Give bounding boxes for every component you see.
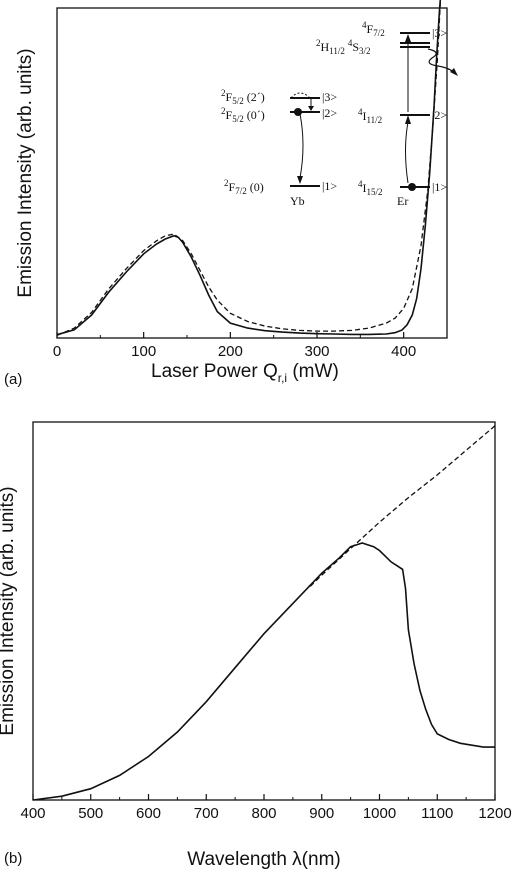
yb-level-2-term: 2F5/2 (0´) — [221, 106, 265, 124]
yb-energy-level-diagram: 2F5/2 (2´) |3> 2F5/2 (0´) |2> 2F7/2 (0) … — [221, 88, 337, 208]
er-ion-label: Er — [397, 194, 408, 208]
panel-b-x-tick-label-500: 500 — [78, 805, 103, 822]
panel-a-x-tick-label-200: 200 — [218, 343, 243, 360]
er-level-3-ket: |3> — [432, 26, 447, 40]
panel-b-x-tick-label-1100: 1100 — [421, 805, 453, 822]
panel-b-x-tick-label-1200: 1200 — [478, 805, 511, 822]
er-upconversion-arrow-1 — [405, 121, 409, 184]
panel-a-series-dashed-line — [56, 0, 442, 336]
panel-b-x-tick-label-600: 600 — [136, 805, 161, 822]
er-level-3-term: 4F7/2 — [362, 20, 385, 38]
panel-b-series — [32, 425, 496, 801]
panel-b-series-dashed-line — [309, 425, 496, 587]
er-upconversion-arrowhead-1 — [405, 115, 411, 124]
panel-a-series — [56, 0, 442, 336]
yb-emission-arrowhead — [297, 176, 303, 184]
er-level-2-term: 4I11/2 — [358, 107, 382, 125]
panel-b-label: (b) — [4, 850, 22, 867]
er-level-h-s-term: 2H11/2 4S3/2 — [316, 38, 371, 56]
panel-b-plot-frame — [32, 421, 496, 801]
panel-a-x-tick-label-100: 100 — [131, 343, 156, 360]
panel-b-y-axis-label: Emission Intensity (arb. units) — [0, 486, 18, 735]
panel-a-x-tick-label-300: 300 — [304, 343, 329, 360]
panel-b-x-tick-label-400: 400 — [20, 805, 45, 822]
yb-level-1-ket: |1> — [322, 179, 337, 193]
yb-level-3-dotted-hump — [290, 92, 311, 99]
yb-emission-arrow — [299, 113, 304, 179]
er-level-1-ket: |1> — [432, 180, 447, 194]
er-level-1-population-dot — [408, 183, 416, 191]
panel-a-x-tick-label-400: 400 — [391, 343, 416, 360]
panel-b-x-tick-label-700: 700 — [194, 805, 219, 822]
er-emission-wavy-arrow — [427, 48, 457, 75]
panel-a-label: (a) — [4, 371, 22, 388]
yb-level-3-ket: |3> — [322, 90, 337, 104]
panel-a-series-solid-line — [56, 0, 442, 336]
panel-b-x-tick-label-900: 900 — [309, 805, 334, 822]
er-energy-level-diagram: 4F7/2 |3> 2H11/2 4S3/2 4I11/2 |2> 4I15/2… — [316, 20, 458, 208]
panel-b-x-tick-label-1000: 1000 — [363, 805, 396, 822]
panel-b-x-axis-label: Wavelength λ(nm) — [187, 849, 340, 870]
er-emission-wavy-arrowhead — [450, 68, 458, 76]
panel-b-series-solid-line — [32, 542, 495, 801]
yb-relax-arrowhead — [308, 106, 314, 111]
panel-b-chart: 400 500 600 700 800 900 1000 1100 1200 Emission … — [0, 421, 512, 870]
panel-b-x-ticks: 400 500 600 700 800 900 1000 1100 1200 — [20, 794, 512, 822]
er-level-1-term: 4I15/2 — [358, 179, 383, 197]
panel-a-plot-frame — [56, 7, 448, 339]
panel-a-x-tick-label-0: 0 — [53, 343, 61, 360]
panel-b-x-tick-label-800: 800 — [251, 805, 276, 822]
yb-level-1-term: 2F7/2 (0) — [224, 178, 264, 196]
yb-level-2-ket: |2> — [322, 106, 337, 120]
yb-level-3-term: 2F5/2 (2´) — [221, 88, 265, 106]
er-level-2-ket: |2> — [432, 108, 447, 122]
panel-a-y-axis-label: Emission Intensity (arb. units) — [15, 48, 36, 297]
panel-a-chart: 0 100 200 300 400 Emission Intensity (arb. u… — [4, 0, 458, 388]
yb-level-2-population-dot — [294, 108, 302, 116]
yb-ion-label: Yb — [290, 194, 305, 208]
panel-a-x-ticks: 0 100 200 300 400 — [53, 332, 416, 360]
er-upconversion-arrowhead-2 — [405, 34, 411, 42]
panel-a-x-axis-label: Laser Power Qr,i (mW) — [151, 361, 339, 385]
